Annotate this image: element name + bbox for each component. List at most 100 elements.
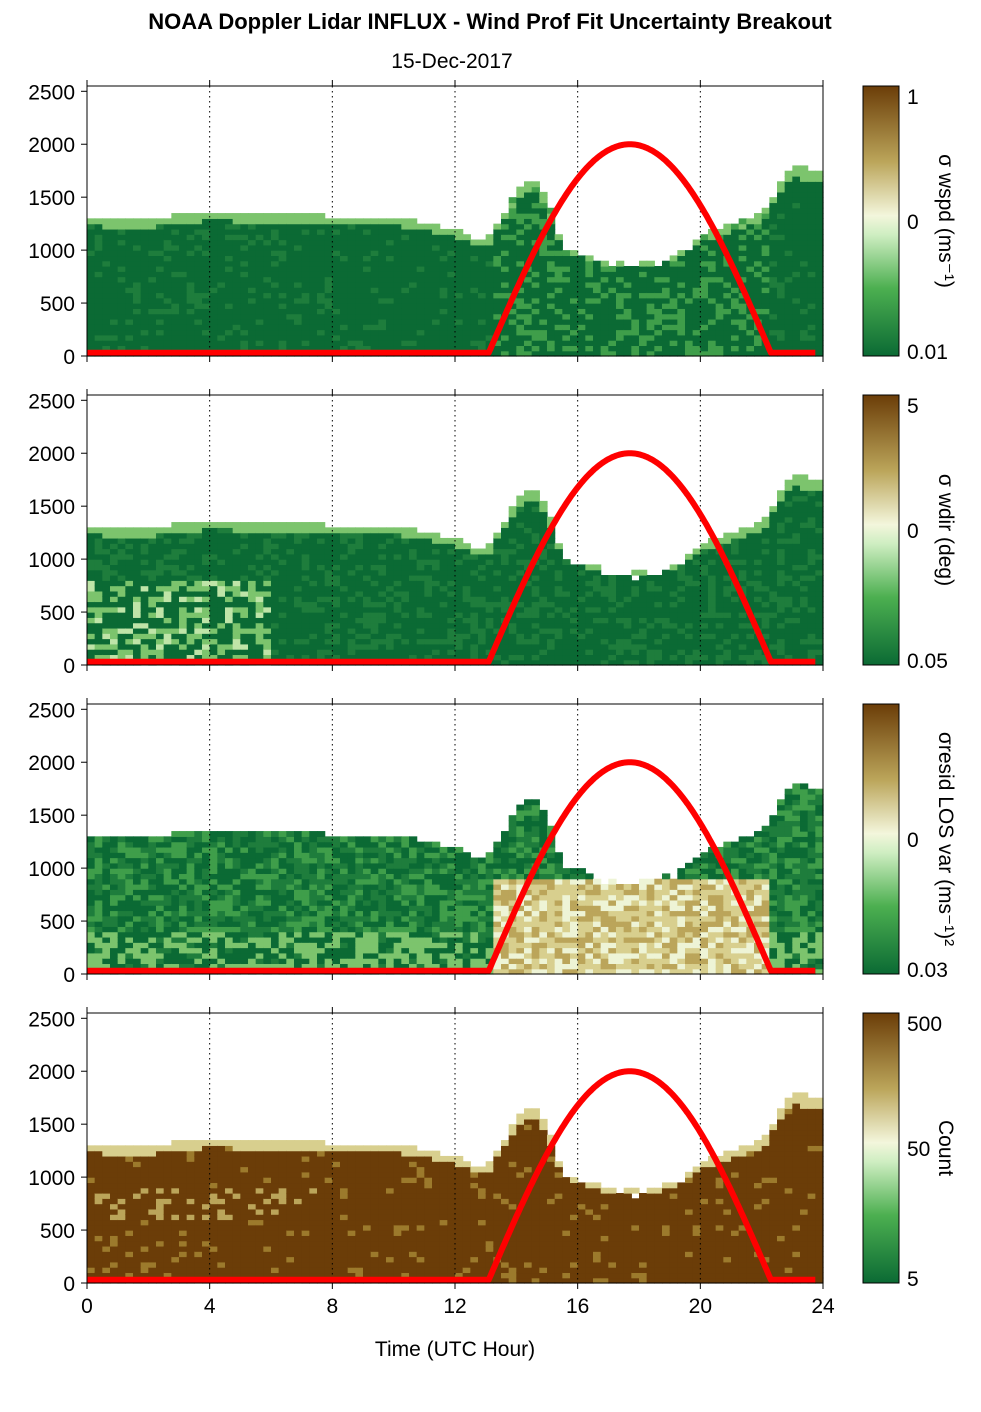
heatmap-cell	[393, 340, 402, 347]
heatmap-cell	[87, 543, 96, 550]
heatmap-cell	[294, 527, 303, 534]
heatmap-cell	[631, 318, 640, 325]
heatmap-cell	[194, 649, 203, 656]
heatmap-cell	[125, 329, 134, 336]
heatmap-cell	[761, 292, 770, 299]
heatmap-cell	[179, 590, 188, 597]
heatmap-cell	[225, 590, 234, 597]
heatmap-cell	[347, 276, 356, 283]
heatmap-cell	[255, 223, 264, 230]
heatmap-cell	[547, 271, 556, 278]
heatmap-cell	[600, 575, 609, 581]
heatmap-cell	[539, 612, 548, 618]
heatmap-cell	[631, 313, 640, 320]
heatmap-cell	[792, 170, 801, 177]
heatmap-cell	[685, 324, 694, 331]
heatmap-cell	[125, 569, 134, 576]
heatmap-cell	[646, 287, 655, 294]
heatmap-cell	[401, 654, 410, 661]
heatmap-cell	[171, 281, 180, 288]
heatmap-cell	[493, 601, 502, 608]
heatmap-cell	[807, 575, 816, 581]
heatmap-cell	[531, 271, 540, 278]
heatmap-cell	[570, 627, 579, 634]
heatmap-cell	[769, 250, 778, 257]
heatmap-cell	[639, 580, 648, 587]
heatmap-cell	[623, 281, 632, 288]
heatmap-cell	[163, 266, 172, 272]
heatmap-cell	[784, 329, 793, 336]
heatmap-cell	[708, 303, 717, 309]
heatmap-cell	[432, 633, 441, 640]
heatmap-cell	[378, 559, 387, 566]
heatmap-cell	[140, 553, 149, 560]
heatmap-cell	[685, 255, 694, 262]
heatmap-cell	[700, 271, 709, 278]
heatmap-cell	[639, 350, 648, 357]
heatmap-cell	[424, 537, 433, 544]
heatmap-cell	[309, 654, 318, 661]
heatmap-cell	[163, 255, 172, 262]
heatmap-cell	[715, 271, 724, 278]
heatmap-cell	[301, 260, 310, 267]
heatmap-cell	[378, 649, 387, 656]
heatmap-cell	[769, 281, 778, 288]
heatmap-cell	[301, 244, 310, 251]
heatmap-cell	[148, 654, 157, 661]
heatmap-cell	[271, 244, 280, 251]
heatmap-cell	[278, 543, 287, 550]
heatmap-cell	[194, 340, 203, 347]
heatmap-cell	[761, 329, 770, 336]
heatmap-cell	[501, 276, 510, 283]
heatmap-cell	[309, 281, 318, 288]
heatmap-cell	[800, 228, 809, 235]
heatmap-cell	[470, 553, 479, 560]
heatmap-cell	[754, 654, 763, 661]
heatmap-cell	[140, 612, 149, 618]
heatmap-cell	[263, 297, 272, 304]
heatmap-cell	[232, 649, 241, 656]
heatmap-cell	[631, 271, 640, 278]
heatmap-cell	[140, 329, 149, 336]
heatmap-cell	[478, 318, 487, 325]
heatmap-cell	[439, 313, 448, 320]
heatmap-cell	[347, 627, 356, 634]
heatmap-cell	[792, 580, 801, 587]
heatmap-cell	[248, 627, 257, 634]
heatmap-cell	[324, 292, 333, 299]
heatmap-cell	[708, 564, 717, 571]
heatmap-cell	[248, 255, 257, 262]
heatmap-cell	[163, 601, 172, 608]
heatmap-cell	[800, 643, 809, 650]
heatmap-cell	[746, 234, 755, 241]
heatmap-cell	[117, 627, 126, 634]
heatmap-cell	[332, 244, 341, 251]
heatmap-cell	[723, 622, 732, 629]
heatmap-cell	[508, 239, 517, 246]
heatmap-cell	[94, 345, 103, 352]
heatmap-cell	[577, 580, 586, 587]
heatmap-cell	[447, 548, 456, 555]
heatmap-cell	[102, 239, 111, 246]
heatmap-cell	[577, 287, 586, 294]
heatmap-cell	[784, 170, 793, 177]
heatmap-cell	[608, 318, 617, 325]
heatmap-cell	[531, 490, 540, 497]
heatmap-cell	[715, 575, 724, 581]
heatmap-cell	[317, 553, 326, 560]
heatmap-cell	[462, 559, 471, 566]
heatmap-cell	[225, 638, 234, 645]
heatmap-cell	[738, 266, 747, 272]
heatmap-cell	[248, 527, 257, 534]
heatmap-cell	[577, 276, 586, 283]
heatmap-cell	[378, 239, 387, 246]
heatmap-cell	[240, 297, 249, 304]
heatmap-cell	[148, 617, 157, 624]
heatmap-cell	[301, 287, 310, 294]
heatmap-cell	[133, 218, 142, 225]
heatmap-cell	[225, 287, 234, 294]
heatmap-cell	[807, 239, 816, 246]
heatmap-cell	[631, 622, 640, 629]
heatmap-cell	[186, 559, 195, 566]
heatmap-cell	[731, 537, 740, 544]
